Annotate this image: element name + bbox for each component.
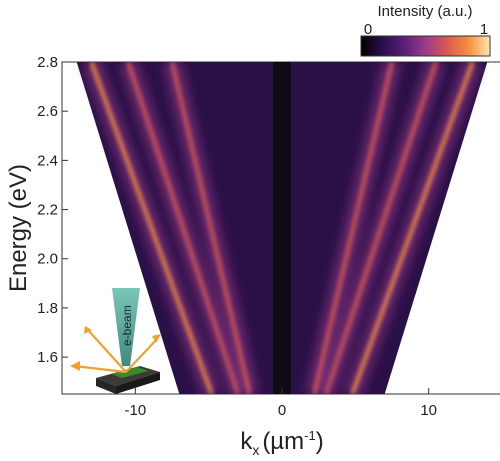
colorbar-bar [360,35,491,57]
y-tick-label: 1.6 [37,349,58,366]
x-tick-label: 0 [278,402,286,419]
ebeam-inset: e-beam [70,288,161,394]
emission-arrowhead [70,361,80,371]
x-axis: -10 0 10 [124,388,437,419]
y-tick-label: 2.8 [37,54,58,71]
y-tick-label: 2.6 [37,103,58,120]
center-mask [273,62,291,394]
ebeam-cone [112,288,140,366]
x-tick-label: 10 [420,402,437,419]
band-line [126,62,240,394]
y-tick-label: 1.8 [37,300,58,317]
emission-arrow [73,364,127,374]
y-axis-title: Energy (eV) [5,164,32,292]
y-axis: 1.6 1.8 2.0 2.2 2.4 2.6 2.8 [37,54,68,366]
colorbar-max-label: 1 [480,21,488,38]
x-tick-label: -10 [124,402,146,419]
emission-arrowhead [84,326,92,334]
colorbar: Intensity (a.u.) 0 1 [360,3,491,57]
sample-film [112,367,148,378]
y-tick-label: 2.0 [37,251,58,268]
band-line [170,62,252,394]
sample-substrate-front [116,372,160,394]
band-line [312,62,394,394]
sample-substrate-side [96,378,116,394]
heatmap [76,62,488,394]
emission-arrow [125,337,159,373]
y-tick-label: 2.2 [37,202,58,219]
ebeam-label: e-beam [120,305,134,346]
y-tick-label: 2.4 [37,152,58,169]
x-axis-title: kx (µm-1) [240,428,323,458]
colorbar-min-label: 0 [364,21,372,38]
band-line [89,62,214,394]
bands-layer [82,62,482,394]
emission-arrowhead [152,334,161,343]
colorbar-title: Intensity (a.u.) [377,3,472,20]
emission-arrows [70,326,161,374]
band-line [324,62,438,394]
band-line [350,62,475,394]
emission-arrow [87,329,127,373]
